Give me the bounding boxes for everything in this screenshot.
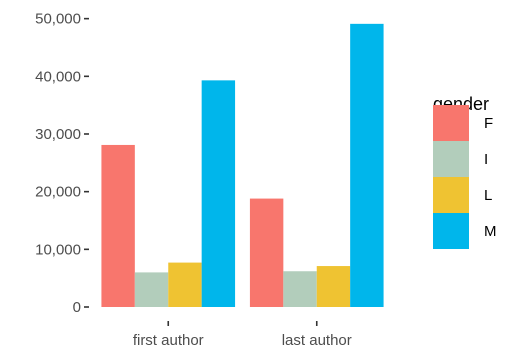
bars [101, 23, 384, 307]
x-tick-label: last author [282, 332, 352, 349]
bar-i-last-author [283, 271, 317, 307]
x-tick-label: first author [133, 332, 204, 349]
bar-m-last-author [350, 23, 384, 307]
legend-label-i: I [484, 151, 488, 168]
bar-l-first-author [168, 262, 202, 307]
legend-key-m [433, 213, 469, 249]
bar-f-last-author [249, 198, 284, 307]
y-tick-label: 40,000 [35, 68, 81, 85]
y-tick-label: 0 [73, 299, 81, 316]
y-tick-label: 10,000 [35, 241, 81, 258]
y-tick-label: 20,000 [35, 184, 81, 201]
legend-label-f: F [484, 115, 493, 132]
legend-key-l [433, 177, 469, 213]
legend-label-l: L [484, 187, 492, 204]
bar-m-first-author [201, 80, 236, 307]
bar-i-first-author [134, 272, 169, 307]
bar-l-last-author [316, 266, 351, 307]
y-tick-label: 30,000 [35, 126, 81, 143]
legend-label-m: M [484, 223, 497, 240]
legend-key-f [433, 105, 469, 141]
y-tick-label: 50,000 [35, 11, 81, 28]
bar-f-first-author [101, 144, 135, 307]
y-axis: 0 10,000 20,000 30,000 40,000 50,000 [35, 11, 89, 316]
legend-key-i [433, 141, 469, 177]
x-axis: first author last author [133, 321, 352, 349]
